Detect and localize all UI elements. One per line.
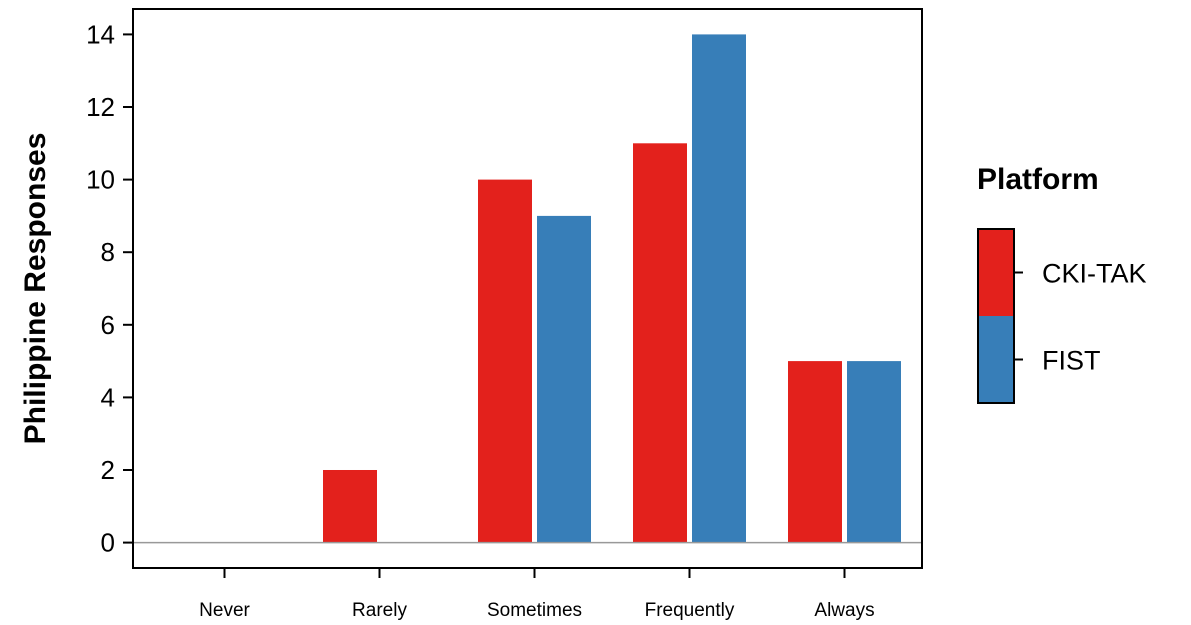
y-axis-title: Philippine Responses — [19, 133, 52, 445]
bar-fist-always — [847, 361, 901, 543]
y-tick-label: 6 — [101, 310, 115, 340]
bar-fist-sometimes — [537, 215, 591, 543]
bar-cki-tak-always — [788, 361, 842, 543]
plot-frame — [132, 8, 923, 569]
bar-cki-tak-frequently — [633, 143, 687, 543]
y-axis: 0 2 4 6 8 10 12 14 — [86, 19, 133, 558]
y-tick-label: 0 — [101, 528, 115, 558]
y-tick-label: 4 — [101, 382, 115, 412]
y-tick-label: 14 — [86, 19, 115, 49]
bar-fist-frequently — [692, 34, 746, 543]
legend-frame — [977, 228, 1015, 404]
bars-group — [323, 34, 901, 543]
y-tick-label: 2 — [101, 455, 115, 485]
legend-label: FIST — [1042, 346, 1101, 376]
y-tick-label: 10 — [86, 165, 115, 195]
bar-cki-tak-rarely — [323, 469, 377, 543]
legend-swatch-fist — [978, 316, 1014, 403]
legend-swatch-cki-tak — [978, 229, 1014, 316]
legend-title: Platform — [977, 163, 1099, 196]
y-tick-label: 12 — [86, 92, 115, 122]
legend-label: CKI-TAK — [1042, 259, 1147, 289]
x-axis: Never Rarely Sometimes Frequently Always — [199, 568, 875, 621]
legend-keys: CKI-TAK FIST — [977, 228, 1147, 404]
x-tick-label: Always — [814, 600, 874, 621]
y-tick-label: 8 — [101, 237, 115, 267]
x-tick-label: Rarely — [352, 600, 407, 621]
x-tick-label: Never — [199, 600, 250, 621]
x-tick-label: Frequently — [645, 600, 735, 621]
legend: Platform CKI-TAK FIST — [977, 163, 1147, 404]
bar-cki-tak-sometimes — [478, 179, 532, 543]
x-tick-label: Sometimes — [487, 600, 582, 621]
